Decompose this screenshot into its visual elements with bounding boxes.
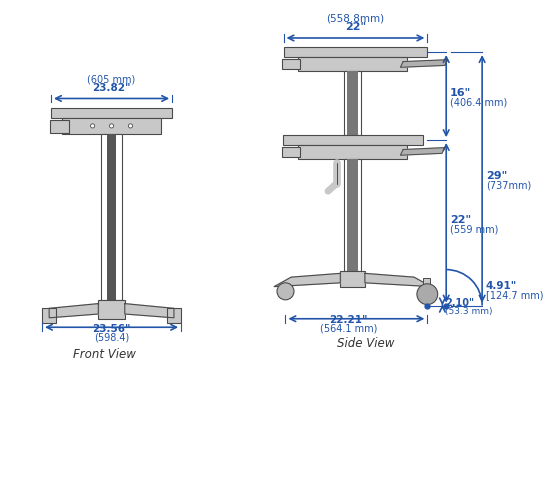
Bar bbox=[282, 148, 300, 158]
Bar bbox=[344, 160, 361, 271]
Bar bbox=[42, 309, 56, 323]
Text: Front View: Front View bbox=[72, 348, 135, 361]
Circle shape bbox=[90, 124, 95, 129]
Text: 2.10": 2.10" bbox=[446, 298, 474, 307]
Bar bbox=[98, 300, 125, 319]
Bar bbox=[62, 119, 161, 135]
Text: 22": 22" bbox=[345, 22, 366, 32]
Bar bbox=[347, 160, 358, 271]
Bar bbox=[51, 109, 172, 119]
Text: 22": 22" bbox=[450, 214, 471, 225]
Bar bbox=[298, 146, 407, 160]
Text: (558.8mm): (558.8mm) bbox=[327, 14, 385, 24]
Text: [124.7 mm): [124.7 mm) bbox=[486, 289, 544, 300]
Text: (53.3 mm): (53.3 mm) bbox=[446, 306, 493, 316]
Circle shape bbox=[110, 124, 113, 129]
Bar bbox=[283, 136, 423, 146]
Text: 29": 29" bbox=[486, 171, 507, 181]
Text: Side View: Side View bbox=[337, 336, 395, 349]
Bar bbox=[284, 48, 427, 58]
Text: (559 mm): (559 mm) bbox=[450, 224, 498, 234]
Bar bbox=[50, 121, 68, 133]
Text: 4.91": 4.91" bbox=[486, 280, 517, 290]
Bar bbox=[344, 72, 361, 136]
Text: (605 mm): (605 mm) bbox=[88, 74, 136, 84]
Text: 23.82": 23.82" bbox=[92, 83, 131, 92]
Circle shape bbox=[128, 124, 133, 129]
Text: (564.1 mm): (564.1 mm) bbox=[320, 323, 378, 333]
Polygon shape bbox=[401, 60, 448, 68]
Polygon shape bbox=[274, 274, 340, 287]
Bar bbox=[282, 60, 300, 70]
Bar bbox=[340, 271, 365, 287]
Text: 23.56": 23.56" bbox=[92, 323, 131, 333]
Bar bbox=[101, 135, 122, 300]
Bar bbox=[298, 58, 407, 72]
Bar bbox=[347, 72, 358, 136]
Text: (598.4): (598.4) bbox=[94, 332, 129, 342]
Bar bbox=[107, 135, 116, 300]
Text: (406.4 mm): (406.4 mm) bbox=[450, 98, 507, 107]
Bar bbox=[423, 278, 430, 285]
Polygon shape bbox=[125, 304, 174, 318]
Polygon shape bbox=[365, 274, 431, 287]
Circle shape bbox=[277, 283, 294, 300]
Polygon shape bbox=[49, 304, 98, 318]
Text: 22.21": 22.21" bbox=[329, 315, 368, 325]
Circle shape bbox=[417, 284, 438, 305]
Polygon shape bbox=[401, 148, 445, 156]
Text: 16": 16" bbox=[450, 88, 471, 98]
Text: (737mm): (737mm) bbox=[486, 180, 531, 190]
Bar bbox=[167, 309, 181, 323]
